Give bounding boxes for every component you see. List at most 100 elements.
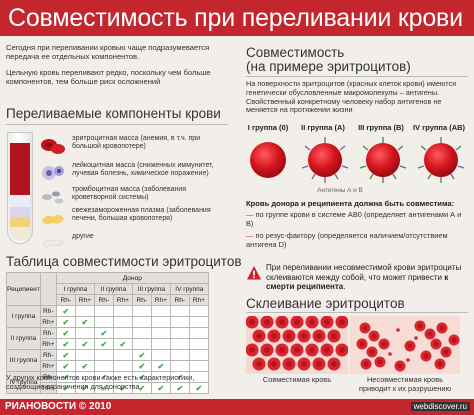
compat-cell (112, 360, 133, 372)
check-icon: ✔ (100, 328, 108, 338)
check-icon: ✔ (62, 361, 70, 371)
donor-rh-header: Rh- (169, 294, 190, 306)
check-icon: ✔ (62, 350, 70, 360)
compat-cell (131, 316, 152, 328)
donor-group-header: II группа (93, 283, 133, 295)
recipient-group: IV группа (6, 371, 41, 394)
component-label: другие (72, 233, 94, 240)
check-icon: ✔ (62, 306, 70, 316)
compat-cell: ✔ (131, 349, 152, 361)
donor-rh-header: Rh- (55, 294, 76, 306)
donor-rh-header: Rh+ (74, 294, 95, 306)
compat-cell (74, 349, 95, 361)
check-icon: ✔ (62, 317, 70, 327)
test-tube-illustration (7, 132, 33, 244)
check-icon: ✔ (62, 328, 70, 338)
compat-cell (150, 327, 171, 339)
component-plasma: свежезамороженная плазма (заболевания пе… (40, 207, 220, 231)
compat-cell: ✔ (55, 327, 76, 339)
check-icon: ✔ (100, 339, 108, 349)
compatible-blood-image (246, 316, 348, 374)
check-icon: ✔ (81, 361, 89, 371)
component-label: свежезамороженная плазма (заболевания пе… (72, 207, 211, 223)
table-row: III группа Rh- ✔ ✔ (6, 349, 209, 372)
group-label-a: II группа (A) (301, 123, 345, 132)
compat-cell: ✔ (55, 305, 76, 317)
plasma-icon (42, 214, 64, 225)
compat-cell: ✔ (55, 360, 76, 372)
donor-group-header: I группа (55, 283, 95, 295)
check-icon: ✔ (81, 317, 89, 327)
group-label-ab: IV группа (AB) (412, 123, 466, 132)
compat-cell: ✔ (188, 382, 209, 394)
recipient-rh: Rh+ (39, 360, 57, 372)
recipient-rh: Rh+ (39, 316, 57, 328)
footer-brand: РИАНОВОСТИ © 2010 (5, 401, 112, 412)
compatible-caption: Совместимая кровь (262, 375, 332, 384)
compat-cell (150, 305, 171, 317)
check-icon: ✔ (157, 361, 165, 371)
components-heading: Переливаемые компоненты крови (6, 106, 221, 121)
compat-cell (169, 327, 190, 339)
check-icon: ✔ (62, 383, 70, 393)
compat-cell (93, 316, 114, 328)
platelets-icon (42, 191, 64, 204)
compat-cell: ✔ (55, 338, 76, 350)
compat-cell (169, 349, 190, 361)
compat-cell: ✔ (74, 316, 95, 328)
divider (246, 312, 468, 313)
compat-cell: ✔ (112, 338, 133, 350)
check-icon: ✔ (138, 350, 146, 360)
page-title: Совместимость при переливании крови (0, 0, 474, 36)
compat-cell (112, 327, 133, 339)
table-note: У других компонентов крови также есть ха… (6, 373, 195, 391)
compat-cell: ✔ (55, 349, 76, 361)
donor-header: Донор (55, 272, 209, 284)
red-cells-icon (41, 139, 65, 154)
footer: РИАНОВОСТИ © 2010 webdiscover.ru (0, 399, 474, 415)
check-icon: ✔ (81, 383, 89, 393)
compat-cell: ✔ (150, 382, 171, 394)
bullet-rh-text: по резус-фактору (определяется наличием/… (246, 231, 448, 249)
recipient-group: II группа (6, 327, 41, 350)
recipient-rh: Rh+ (39, 382, 57, 394)
bullet-abo: — по группе крови в системе АВ0 (определ… (246, 210, 462, 228)
compat-cell (169, 360, 190, 372)
check-icon: ✔ (176, 383, 184, 393)
incompatible-blood-image (350, 316, 460, 374)
component-label: лейкоцитная масса (сниженных иммунитет, … (72, 162, 214, 178)
footer-url[interactable]: webdiscover.ru (410, 402, 470, 411)
check-icon: ✔ (138, 372, 146, 382)
compat-cell: ✔ (93, 338, 114, 350)
compat-cell (150, 316, 171, 328)
donor-group-header: IV группа (169, 283, 209, 295)
compat-cell (169, 338, 190, 350)
table-row: Rh+ ✔ ✔ ✔ ✔ (7, 338, 209, 350)
donor-rh-header: Rh- (93, 294, 114, 306)
compat-cell (112, 349, 133, 361)
table-row: II группа Rh- ✔ ✔ (6, 327, 209, 350)
group-label-0: I группа (0) (247, 123, 289, 132)
check-icon: ✔ (62, 339, 70, 349)
compat-cell (112, 305, 133, 317)
recipient-rh: Rh- (39, 305, 57, 317)
cell-group-0-icon (250, 142, 286, 178)
group-label-b: III группа (B) (358, 123, 404, 132)
compat-cell (188, 349, 209, 361)
incompatible-caption-line2: приводит к их разрушению (358, 383, 452, 393)
example-heading-line1: Совместимость (246, 45, 345, 60)
compat-cell (169, 316, 190, 328)
compatibility-table: Реципиент Донор I группа II группа III гру… (6, 272, 209, 394)
compat-cell (74, 327, 95, 339)
recipient-rh: Rh- (39, 349, 57, 361)
check-icon: ✔ (62, 372, 70, 382)
incompatible-caption: Несовместимая кровь приводит к их разруш… (345, 375, 465, 393)
agglutination-heading: Склеивание эритроцитов (246, 296, 405, 311)
compat-cell: ✔ (74, 338, 95, 350)
compat-cell (188, 316, 209, 328)
check-icon: ✔ (138, 383, 146, 393)
check-icon: ✔ (176, 372, 184, 382)
compat-cell (188, 327, 209, 339)
compat-cell (150, 349, 171, 361)
donor-group-header: III группа (131, 283, 171, 295)
